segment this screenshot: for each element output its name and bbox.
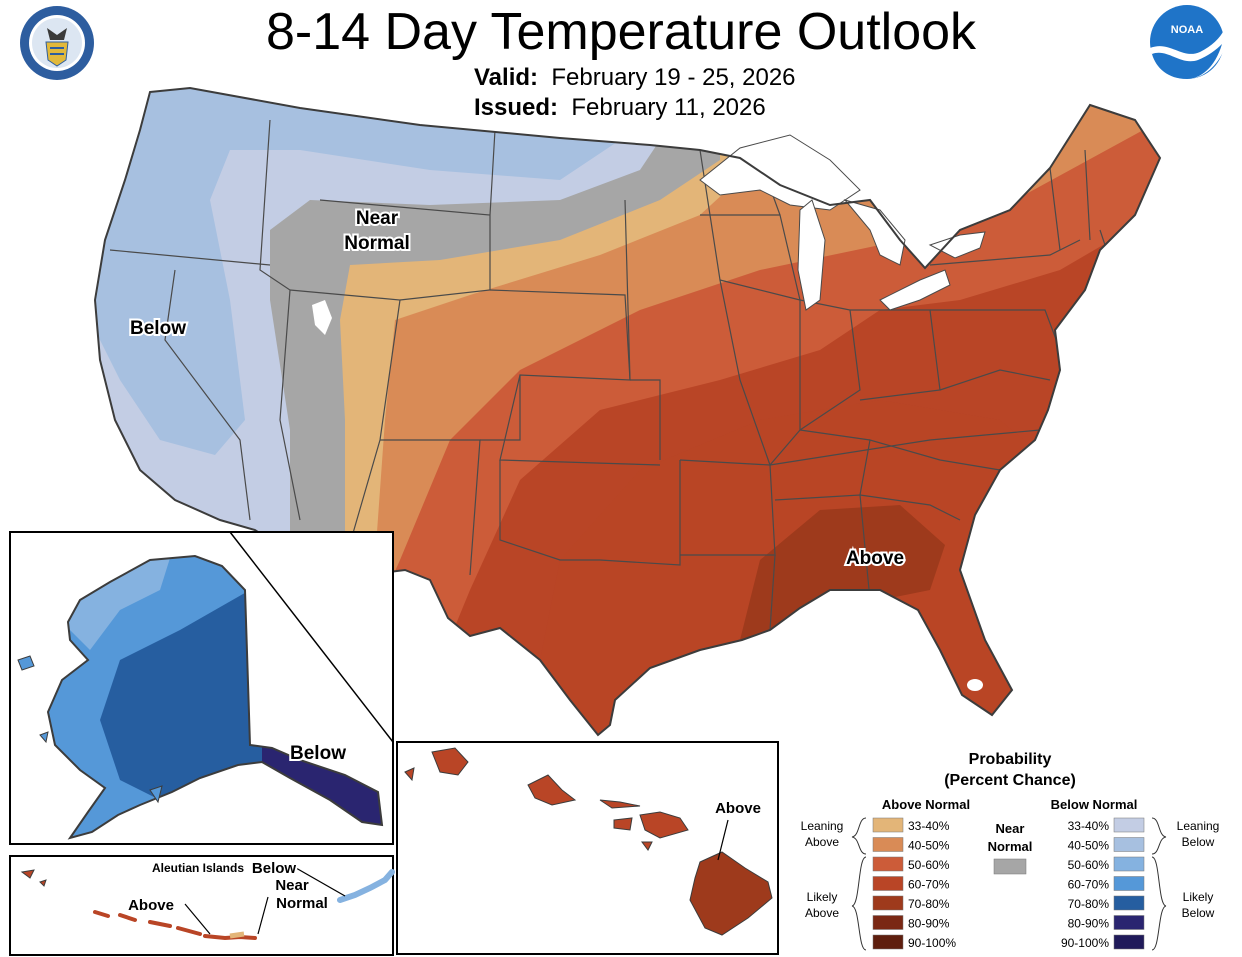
aleutian-below-label: Below xyxy=(252,860,297,877)
aleutian-inset-frame xyxy=(9,855,394,956)
aleutian-inset xyxy=(9,855,395,956)
legend-likely-below-line2: Below xyxy=(1182,906,1215,920)
legend-likely-below-line1: Likely xyxy=(1183,890,1214,904)
legend-above-swatch-4 xyxy=(872,895,904,911)
legend-below-label-2: 50-60% xyxy=(1068,858,1110,872)
legend-above-swatch-6 xyxy=(872,934,904,950)
legend-below-label-4: 70-80% xyxy=(1068,897,1110,911)
legend-below-rows: 33-40% 40-50% 50-60% 60-70% 70-80% 80-90% 90-1… xyxy=(1061,817,1145,950)
legend-brace-leaning-above xyxy=(851,817,867,855)
alaska-connector-line xyxy=(229,531,394,743)
great-lakes xyxy=(699,134,986,311)
valid-value: February 19 - 25, 2026 xyxy=(551,64,796,91)
legend-leaning-below-line2: Below xyxy=(1182,835,1215,849)
legend-above-header: Above Normal xyxy=(882,797,970,812)
legend: Probability (Percent Chance) Above Norma… xyxy=(801,751,1220,951)
legend-near-swatch xyxy=(993,858,1027,875)
near-normal-label-line1: Near xyxy=(356,208,399,229)
near-normal-label-line2: Normal xyxy=(344,233,409,254)
legend-likely-above-line1: Likely xyxy=(807,890,838,904)
legend-above-swatch-2 xyxy=(872,856,904,872)
legend-above-label-4: 70-80% xyxy=(908,897,950,911)
department-of-commerce-seal-icon xyxy=(20,6,94,80)
legend-above-swatch-0 xyxy=(872,817,904,833)
legend-below-swatch-2 xyxy=(1113,856,1145,872)
issued-date: Issued: February 11, 2026 xyxy=(474,94,766,122)
legend-title-line2: (Percent Chance) xyxy=(944,772,1076,789)
aleutian-near-label-line2: Normal xyxy=(276,895,328,912)
legend-below-header: Below Normal xyxy=(1051,797,1138,812)
legend-above-swatch-1 xyxy=(872,837,904,852)
legend-below-swatch-5 xyxy=(1113,915,1145,930)
legend-below-label-6: 90-100% xyxy=(1061,936,1109,950)
legend-below-label-1: 40-50% xyxy=(1068,839,1110,853)
legend-likely-above-line2: Above xyxy=(805,906,839,920)
legend-above-rows: 33-40% 40-50% 50-60% 60-70% 70-80% 80-90% 90-1… xyxy=(872,817,956,950)
legend-below-swatch-4 xyxy=(1113,895,1145,911)
aleutian-above-label: Above xyxy=(128,897,174,914)
above-southeast-label: Above xyxy=(846,548,904,569)
legend-leaning-above-line2: Above xyxy=(805,835,839,849)
legend-above-label-3: 60-70% xyxy=(908,878,950,892)
valid-dates: Valid: February 19 - 25, 2026 xyxy=(474,64,796,92)
below-west-label: Below xyxy=(130,318,186,339)
alaska-below-label: Below xyxy=(290,743,346,764)
valid-label: Valid: xyxy=(474,64,539,91)
legend-brace-leaning-below xyxy=(1151,817,1167,855)
legend-above-swatch-5 xyxy=(872,915,904,930)
aleutian-near-label-line1: Near xyxy=(275,877,309,894)
legend-above-label-5: 80-90% xyxy=(908,917,950,931)
noaa-logo-text: NOAA xyxy=(1171,24,1203,36)
legend-below-swatch-1 xyxy=(1113,837,1145,852)
legend-near-line1: Near xyxy=(996,821,1025,836)
legend-above-swatch-3 xyxy=(872,876,904,891)
legend-above-label-1: 40-50% xyxy=(908,839,950,853)
legend-below-label-3: 60-70% xyxy=(1068,878,1110,892)
map-title: 8-14 Day Temperature Outlook xyxy=(265,3,977,61)
legend-title-line1: Probability xyxy=(969,751,1052,768)
legend-below-label-5: 80-90% xyxy=(1068,917,1110,931)
legend-below-swatch-6 xyxy=(1113,934,1145,950)
alaska-inset xyxy=(9,531,394,845)
legend-below-swatch-3 xyxy=(1113,876,1145,891)
legend-above-label-2: 50-60% xyxy=(908,858,950,872)
noaa-logo-icon: NOAA xyxy=(1150,5,1224,79)
aleutian-title-label: Aleutian Islands xyxy=(152,861,244,875)
issued-value: February 11, 2026 xyxy=(571,94,766,121)
hawaii-inset xyxy=(396,741,779,955)
legend-below-swatch-0 xyxy=(1113,817,1145,833)
legend-brace-likely-below xyxy=(1151,856,1167,951)
legend-above-label-0: 33-40% xyxy=(908,819,950,833)
alaska-outline xyxy=(46,554,384,840)
legend-below-label-0: 33-40% xyxy=(1068,819,1110,833)
issued-label: Issued: xyxy=(474,94,559,121)
legend-near-line2: Normal xyxy=(988,839,1033,854)
legend-brace-likely-above xyxy=(851,856,867,951)
legend-leaning-below-line1: Leaning xyxy=(1177,819,1220,833)
legend-above-label-6: 90-100% xyxy=(908,936,956,950)
hawaii-above-label: Above xyxy=(715,800,761,817)
legend-leaning-above-line1: Leaning xyxy=(801,819,844,833)
